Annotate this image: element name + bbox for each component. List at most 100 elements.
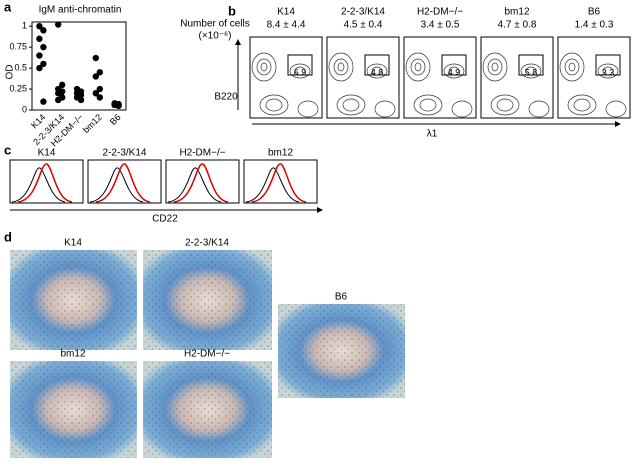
cell-count: 8.4 ± 4.4	[267, 20, 306, 31]
dot	[96, 94, 104, 101]
panel-label: d	[4, 229, 12, 244]
contour	[528, 100, 550, 118]
histogram	[165, 159, 240, 204]
image-label: B6	[335, 292, 348, 303]
dot	[92, 54, 100, 62]
curve	[167, 167, 222, 203]
contour	[366, 63, 388, 79]
gate-value: 3.3	[602, 67, 615, 77]
contour	[265, 98, 283, 112]
dot	[92, 90, 100, 97]
contour	[573, 98, 591, 112]
image-label: 2-2-3/K14	[185, 238, 229, 249]
contour	[490, 94, 520, 116]
micrograph-texture	[143, 361, 272, 458]
curve	[11, 167, 66, 203]
gate	[441, 54, 467, 76]
panel-label: c	[4, 142, 11, 157]
plot-name: bm12	[504, 7, 529, 18]
curve	[251, 163, 307, 203]
contour	[413, 94, 443, 116]
histogram	[9, 159, 84, 204]
flow-plot	[403, 36, 477, 119]
x-tick-label: B6	[108, 112, 123, 127]
contour	[482, 52, 508, 82]
chart-title: IgM anti-chromatin	[39, 5, 122, 16]
y-tick-label: 0.75	[9, 42, 27, 52]
contour	[520, 63, 542, 79]
cell-count: 4.5 ± 0.4	[344, 20, 383, 31]
header-unit: (×10⁻⁶)	[198, 31, 231, 42]
dot	[115, 102, 122, 110]
contour	[496, 98, 514, 112]
contour	[336, 94, 366, 116]
contour	[405, 52, 431, 82]
micrograph-texture	[143, 250, 272, 350]
y-axis-label: B220	[214, 92, 238, 103]
gate	[364, 54, 390, 76]
curve	[95, 163, 151, 203]
dot	[59, 81, 66, 89]
micrograph-texture	[10, 361, 137, 458]
plot-name: K14	[38, 148, 56, 159]
contour	[414, 62, 422, 72]
contour	[342, 98, 360, 112]
y-tick-label: 1	[22, 21, 27, 31]
contour	[567, 94, 597, 116]
contour	[605, 100, 627, 118]
cell-count: 1.4 ± 0.3	[575, 20, 614, 31]
dot	[36, 22, 43, 30]
dot	[55, 96, 62, 104]
cell-count: 3.4 ± 0.5	[421, 20, 460, 31]
plot-name: H2-DM−/−	[179, 148, 225, 159]
contour	[564, 58, 580, 76]
dot	[36, 64, 43, 72]
panel-label: b	[228, 3, 236, 18]
contour	[256, 58, 272, 76]
y-tick-label: 0.25	[9, 83, 27, 93]
x-axis-label: λ1	[427, 129, 438, 140]
gate-value: 4.9	[448, 67, 461, 77]
contour	[374, 100, 396, 118]
flow-plot	[480, 36, 554, 119]
dot	[92, 73, 100, 80]
curve	[245, 167, 300, 203]
dot	[77, 96, 85, 104]
plot-name: B6	[588, 7, 601, 18]
gate	[595, 54, 621, 76]
micrograph-texture	[278, 304, 405, 398]
image-label: bm12	[60, 349, 85, 360]
contour	[443, 63, 465, 79]
dot	[36, 35, 43, 42]
histogram	[243, 159, 318, 204]
contour	[289, 63, 311, 79]
dot	[40, 27, 47, 34]
contour	[259, 94, 289, 116]
curve	[89, 167, 144, 203]
contour	[328, 52, 354, 82]
plot-name: 2-2-3/K14	[103, 148, 147, 159]
x-axis-label: CD22	[152, 214, 178, 225]
panel-label: a	[4, 0, 12, 14]
x-tick-label: bm12	[81, 112, 104, 135]
contour	[568, 62, 576, 72]
contour	[491, 62, 499, 72]
contour	[597, 63, 619, 79]
y-tick-label: 0	[22, 104, 27, 114]
contour	[333, 58, 349, 76]
dot	[55, 21, 62, 28]
dot	[36, 52, 43, 59]
image-label: H2-DM−/−	[184, 349, 230, 360]
gate	[518, 54, 544, 76]
curve	[173, 163, 229, 203]
plot-name: H2-DM−/−	[417, 7, 463, 18]
contour	[559, 52, 585, 82]
dot	[40, 60, 47, 68]
gate	[287, 54, 313, 76]
contour	[451, 100, 473, 118]
plot-name: bm12	[268, 148, 293, 159]
contour	[419, 98, 437, 112]
contour	[410, 58, 426, 76]
flow-plot	[249, 36, 323, 119]
